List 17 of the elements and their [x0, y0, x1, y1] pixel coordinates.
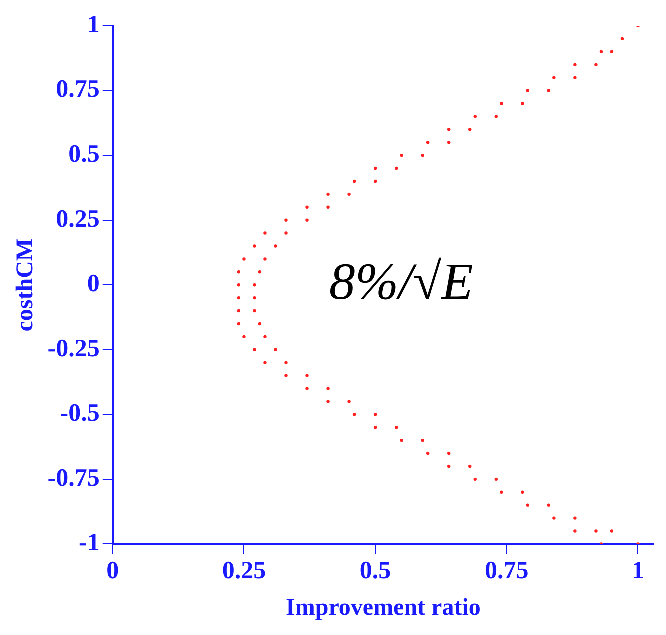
y-tick-label: -1 — [79, 530, 100, 557]
y-tick-label: 0.75 — [56, 76, 100, 104]
x-tick-label: 0.5 — [360, 558, 392, 585]
y-tick-label: 1 — [87, 11, 100, 38]
x-axis-title: Improvement ratio — [286, 594, 481, 621]
y-tick-label: 0.25 — [56, 206, 100, 233]
y-tick-label: 0 — [87, 270, 100, 298]
y-axis-title: costhCM — [12, 238, 39, 332]
y-tick-label: -0.75 — [48, 464, 100, 492]
y-tick-label: 0.5 — [68, 141, 100, 168]
y-tick-label: -0.25 — [48, 335, 100, 362]
x-tick-label: 0.75 — [485, 558, 529, 585]
y-tick-label: -0.5 — [60, 400, 100, 428]
x-tick-label: 0 — [106, 558, 120, 585]
x-tick-label: 1 — [632, 558, 644, 585]
x-tick-label: 0.25 — [222, 558, 266, 585]
annotation: 8%/√E — [329, 254, 474, 311]
